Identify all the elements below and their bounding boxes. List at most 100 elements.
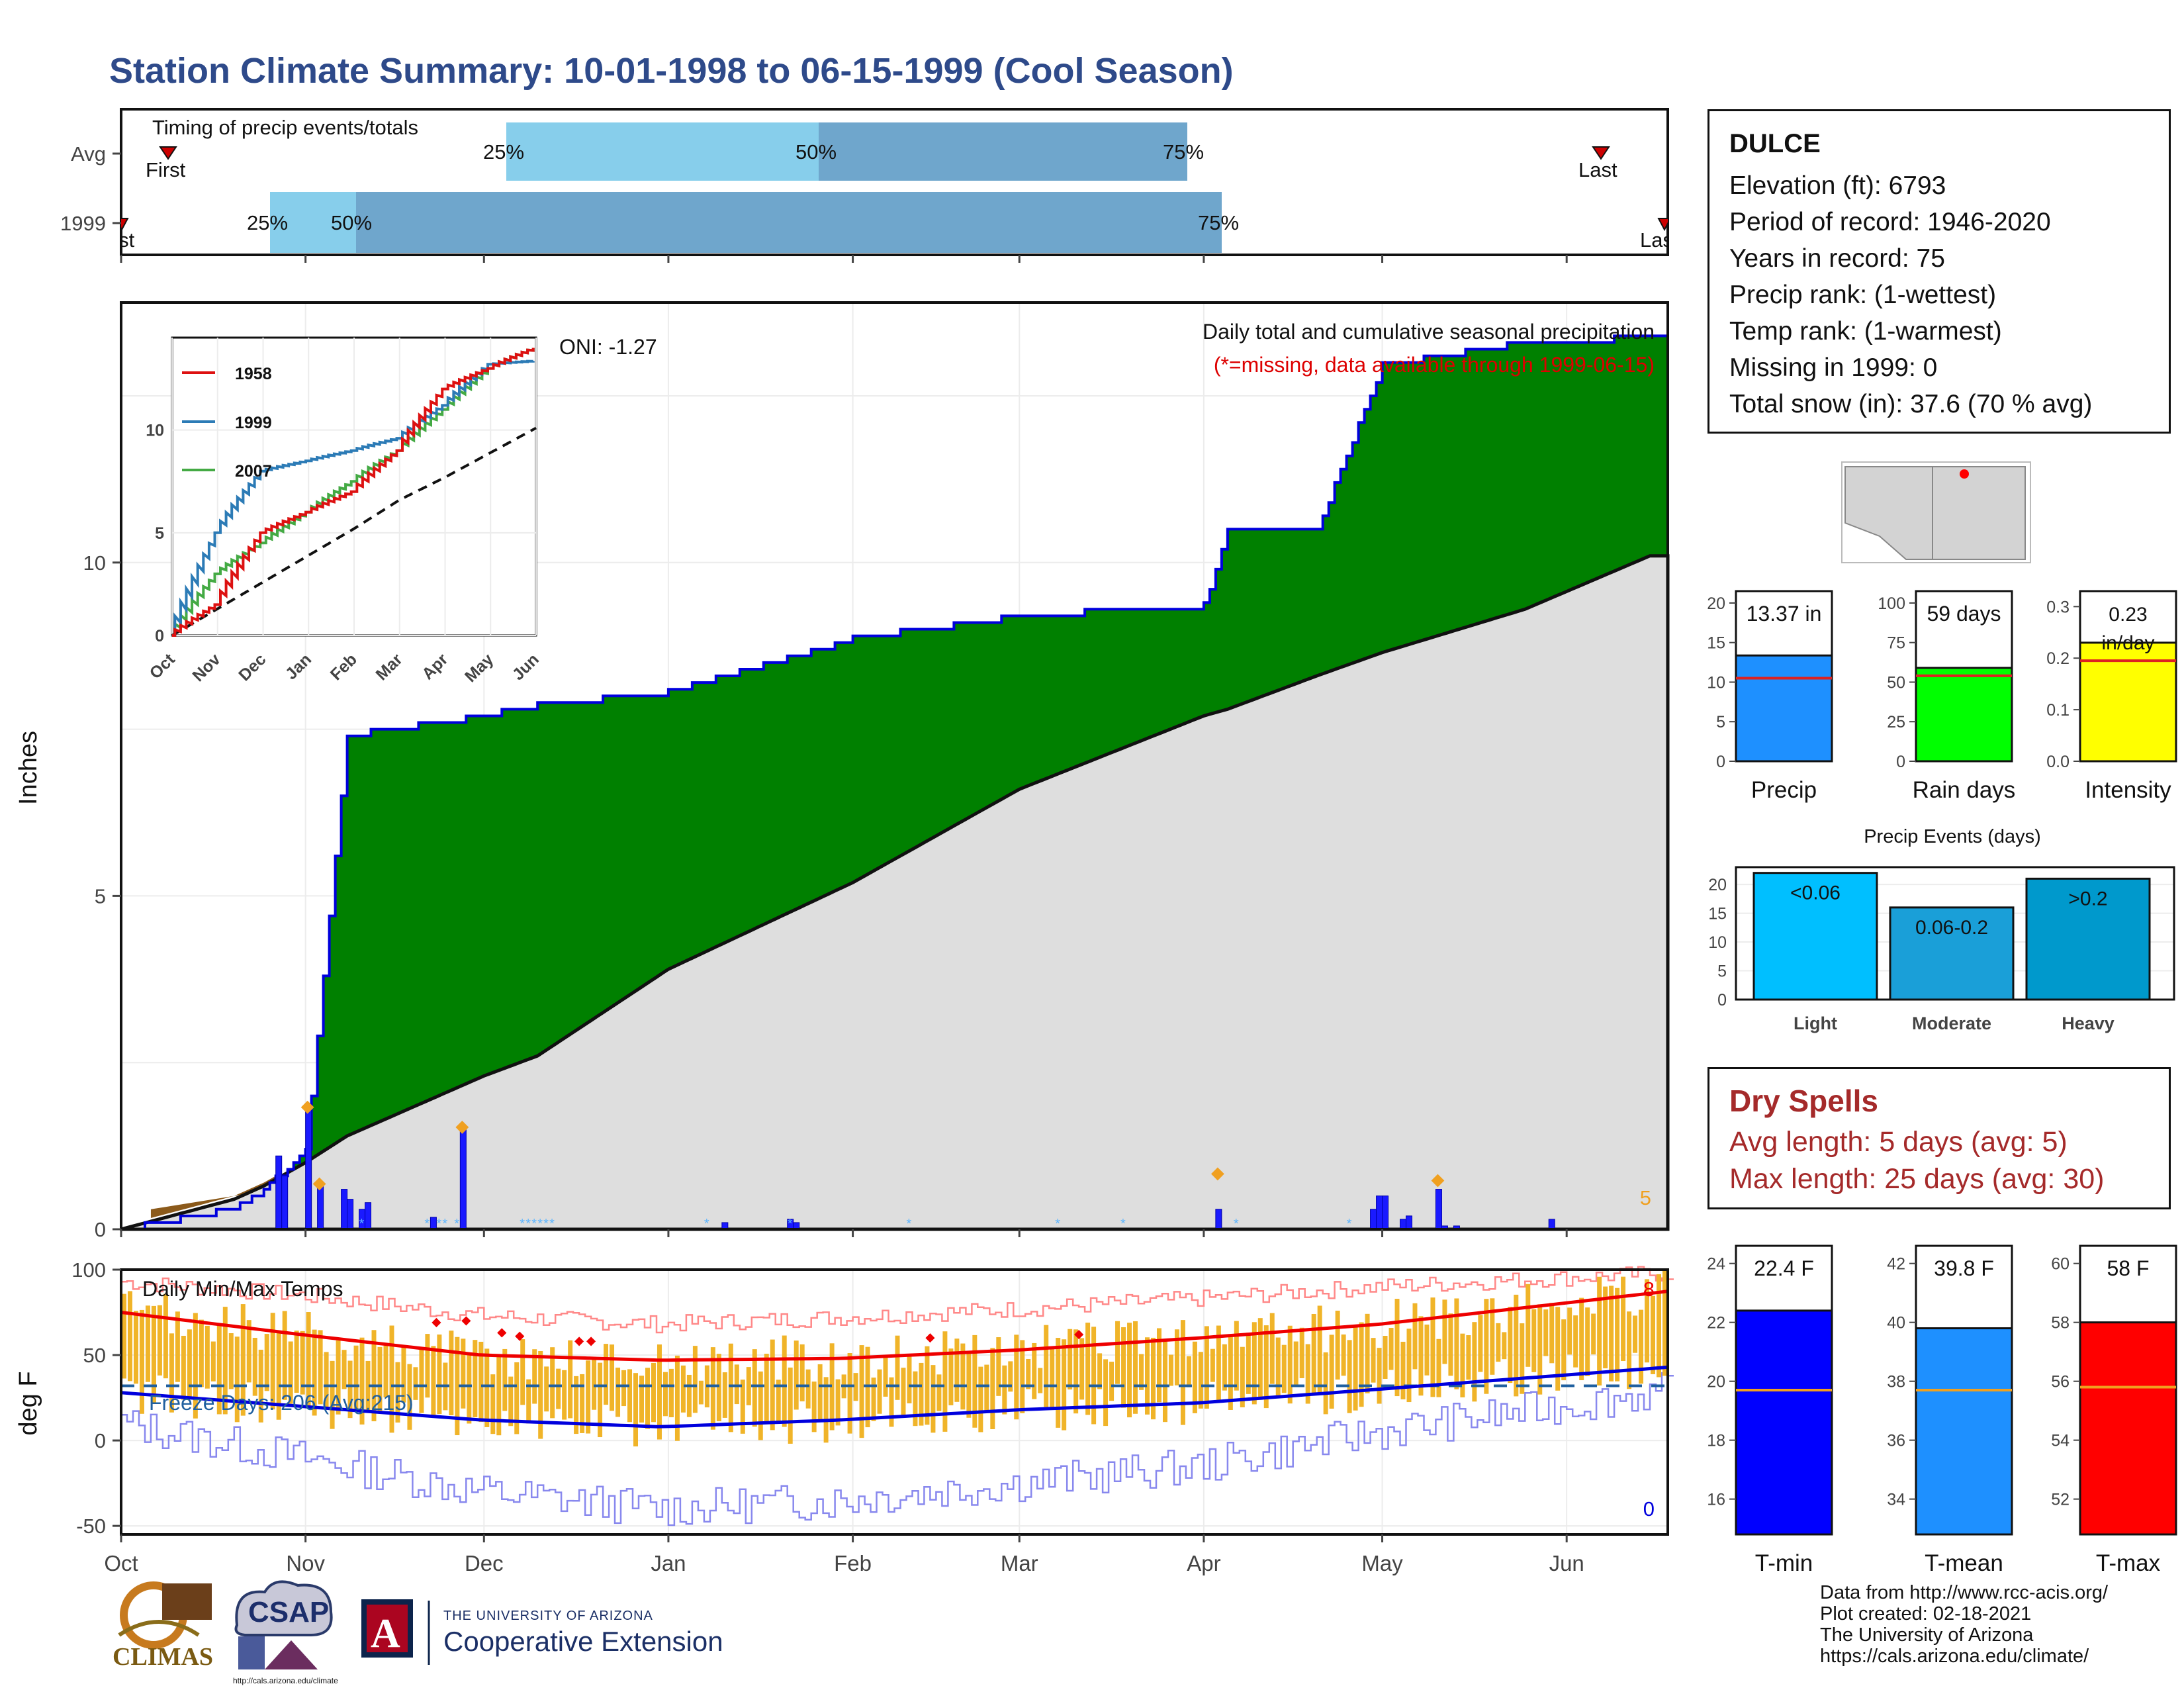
timing-row-avg-label: Avg (71, 142, 106, 165)
summary-ytick-0.2: 0.2 (2046, 649, 2070, 668)
dry-spells-title: Dry Spells (1729, 1084, 1878, 1118)
temp-ytick--50: -50 (76, 1515, 106, 1538)
dry-spells-avg: Avg length: 5 days (avg: 5) (1729, 1126, 2068, 1158)
daily-temp-range-bar (740, 1380, 745, 1434)
daily-temp-range-bar (1287, 1325, 1293, 1404)
daily-temp-range-bar (1484, 1299, 1489, 1394)
daily-temp-range-bar (1281, 1344, 1287, 1393)
daily-temp-range-bar (913, 1371, 918, 1427)
xtick-Mar: Mar (1001, 1551, 1038, 1575)
daily-temp-range-bar (532, 1349, 537, 1404)
precip-panel-subtitle: (*=missing, data available through 1999-… (1214, 353, 1655, 377)
daily-temp-range-bar (657, 1344, 662, 1440)
daily-temp-range-bar (1234, 1321, 1239, 1391)
daily-temp-range-bar (627, 1369, 633, 1423)
daily-precip-bar (430, 1217, 437, 1230)
daily-precip-bar (317, 1186, 324, 1230)
tempsum-ytick-18: 18 (1707, 1432, 1725, 1450)
daily-temp-range-bar (1180, 1320, 1185, 1425)
daily-temp-range-bar (413, 1367, 418, 1400)
daily-temp-range-bar (1269, 1313, 1275, 1384)
daily-temp-range-bar (425, 1334, 430, 1398)
daily-temp-range-bar (133, 1311, 138, 1384)
events-ytick-15: 15 (1708, 905, 1727, 923)
daily-temp-range-bar (264, 1334, 269, 1391)
tempsum-ytick-54: 54 (2051, 1432, 2070, 1450)
timing-avg-25-label: 25% (483, 140, 524, 164)
daily-temp-range-bar (401, 1346, 406, 1403)
tempsum-value-T-max: 58 F (2107, 1256, 2149, 1280)
daily-temp-range-bar (960, 1343, 966, 1410)
daily-precip-bar (281, 1175, 289, 1230)
precip-event-marker (312, 1177, 326, 1191)
avg-min-line (120, 1365, 1668, 1429)
summary-value-Precip: 13.37 in (1747, 602, 1822, 626)
daily-temp-range-bar (895, 1335, 900, 1400)
daily-temp-range-bar (788, 1367, 793, 1444)
tempsum-label-T-mean: T-mean (1925, 1550, 2003, 1576)
timing-row-1999-label: 1999 (60, 212, 106, 235)
daily-temp-range-bar (859, 1345, 864, 1438)
timing-panel: Timing of precip events/totals Avg 1999 … (60, 108, 1669, 263)
daily-temp-range-bar (853, 1373, 858, 1401)
daily-precip-bar (1370, 1209, 1377, 1230)
daily-temp-range-bar (395, 1362, 400, 1423)
daily-temp-range-bar (461, 1338, 466, 1409)
daily-temp-range-bar (1228, 1335, 1233, 1410)
daily-temp-range-bar (1014, 1335, 1019, 1420)
daily-temp-range-bar (1359, 1322, 1364, 1407)
summary-ytick-0: 0 (1716, 753, 1725, 771)
daily-temp-range-bar (817, 1364, 823, 1421)
daily-temp-range-bar (1317, 1305, 1322, 1394)
daily-temp-range-bar (954, 1338, 960, 1402)
precip-ytick-0: 0 (95, 1218, 106, 1241)
daily-temp-range-bar (1496, 1323, 1501, 1362)
daily-temp-range-bar (752, 1349, 757, 1427)
station-total-snow: Total snow (in): 37.6 (70 % avg) (1729, 390, 2093, 418)
inset-1958-line (172, 348, 535, 637)
timing-avg-last-marker (1592, 146, 1610, 160)
station-temp-rank: Temp rank: (1-warmest) (1729, 317, 2002, 346)
daily-temp-range-bar (1394, 1299, 1400, 1397)
daily-temp-range-bar (698, 1380, 704, 1405)
daily-temp-range-bar (490, 1374, 496, 1434)
summary-label-Intensity: Intensity (2085, 777, 2171, 803)
daily-temp-range-bar (1026, 1358, 1031, 1389)
daily-temp-range-bar (282, 1311, 287, 1400)
daily-temp-range-bar (1062, 1339, 1067, 1430)
summary-ytick-20: 20 (1707, 594, 1725, 613)
tempsum-label-T-min: T-min (1755, 1550, 1813, 1576)
tempsum-ytick-40: 40 (1887, 1314, 1905, 1333)
svg-text:A: A (371, 1611, 400, 1656)
daily-temp-range-bar (794, 1340, 799, 1410)
events-bar-Light (1752, 872, 1878, 1001)
daily-temp-range-bar (1329, 1335, 1334, 1409)
daily-temp-range-bar (324, 1352, 329, 1409)
daily-temp-range-bar (996, 1337, 1001, 1396)
precip-ytick-5: 5 (95, 884, 106, 908)
daily-temp-range-bar (169, 1333, 174, 1413)
temp-count-high: 8 (1643, 1278, 1655, 1301)
inset-legend-1999: 1999 (235, 414, 272, 432)
events-value-Moderate: 0.06-0.2 (1915, 917, 1988, 939)
summary-bar-Rain days (1915, 667, 2013, 763)
snow-marker: * (442, 1217, 447, 1231)
daily-temp-range-bar (1186, 1356, 1191, 1387)
daily-temp-range-bar (467, 1352, 472, 1424)
daily-temp-range-bar (1079, 1338, 1085, 1400)
daily-temp-range-bar (931, 1365, 936, 1433)
daily-temp-range-bar (1466, 1335, 1471, 1380)
tempsum-label-T-max: T-max (2096, 1550, 2161, 1576)
daily-temp-range-bar (1371, 1338, 1376, 1383)
daily-temp-range-bar (835, 1379, 841, 1426)
daily-temp-range-bar (1525, 1284, 1531, 1367)
daily-temp-range-bar (925, 1346, 930, 1425)
daily-temp-range-bar (592, 1357, 597, 1410)
precip-corner-value: 5 (1640, 1186, 1651, 1209)
daily-temp-range-bar (1162, 1341, 1167, 1423)
daily-temp-range-bar (877, 1369, 882, 1414)
precip-ytick-10: 10 (83, 551, 106, 575)
temp-panel-title: Daily Min/Max Temps (142, 1277, 343, 1301)
timing-avg-50-label: 50% (796, 140, 837, 164)
temp-frame (120, 1268, 1669, 1536)
